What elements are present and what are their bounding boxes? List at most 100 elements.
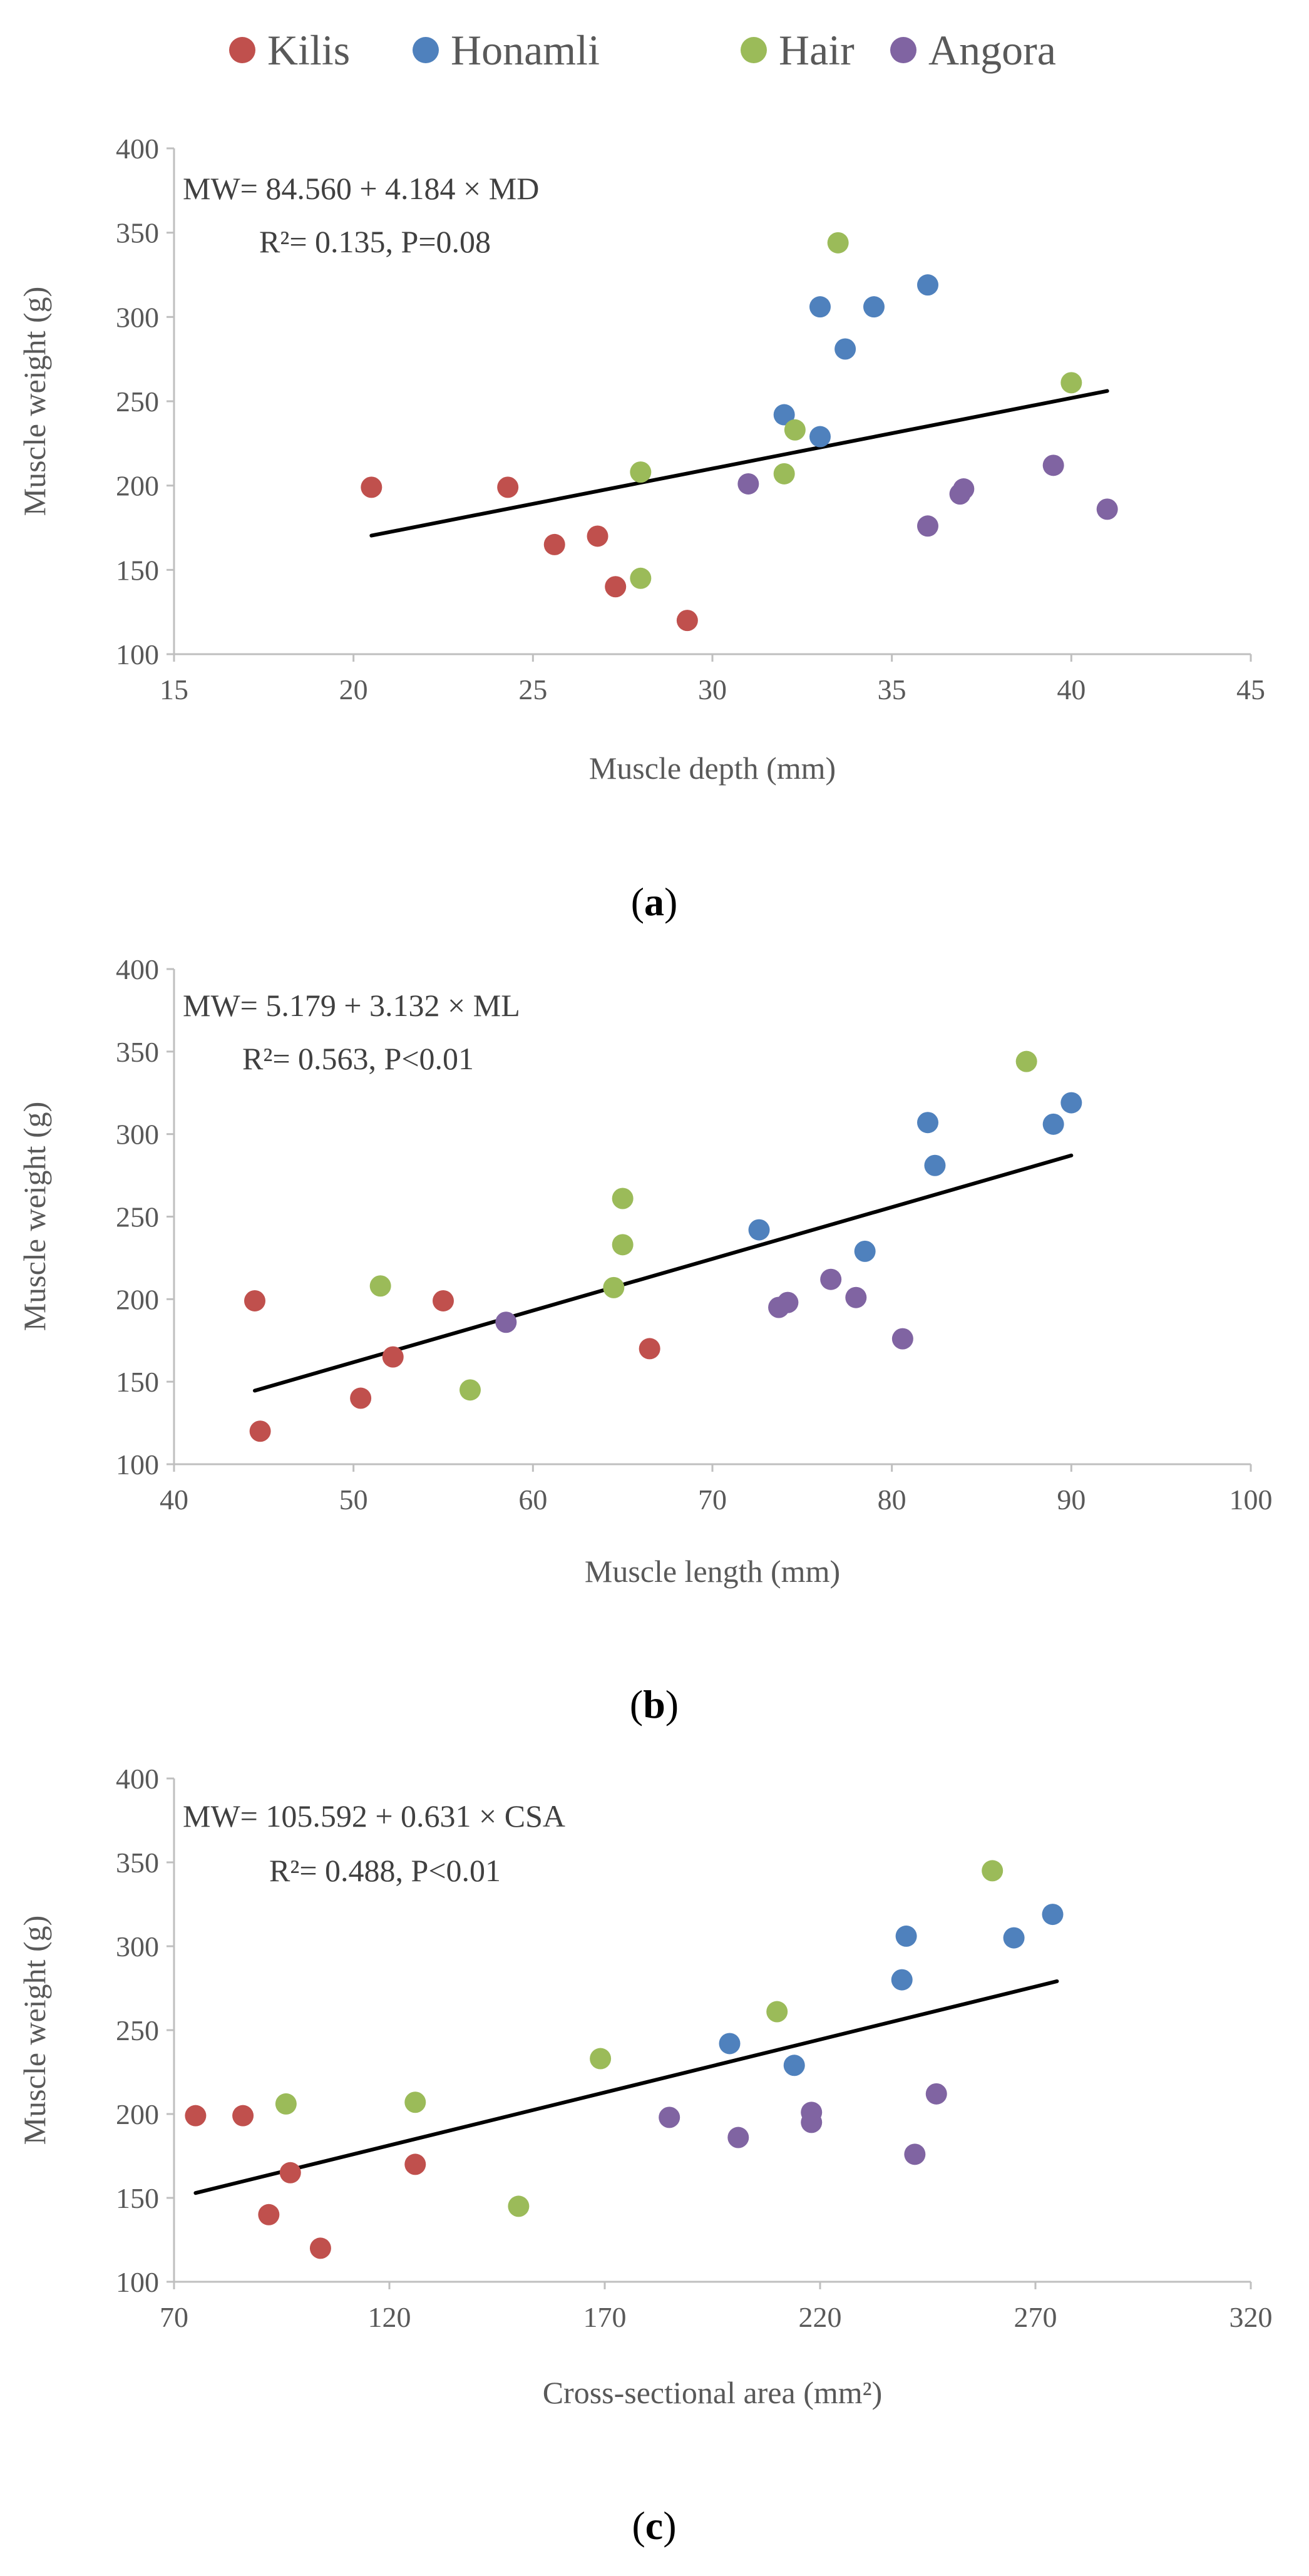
data-point-kilis <box>350 1387 372 1409</box>
legend-label-honamli: Honamli <box>451 26 600 74</box>
data-point-hair <box>369 1275 391 1297</box>
y-tick-label: 400 <box>116 1763 159 1795</box>
y-tick-label: 250 <box>116 1201 159 1233</box>
chart-panel-c: 100 150 200 250 300 350 400 70 120 170 220 270 320 Cr… <box>17 1763 1273 2548</box>
y-tick-label: 100 <box>116 1449 159 1480</box>
trendline <box>193 1979 1059 2195</box>
trendline <box>369 389 1109 538</box>
data-point-angora <box>904 2143 926 2165</box>
data-point-kilis <box>258 2204 280 2225</box>
data-point-angora <box>1042 454 1064 476</box>
data-point-honamli <box>783 2055 805 2076</box>
y-tick-label: 350 <box>116 1036 159 1068</box>
data-point-honamli <box>863 296 885 318</box>
x-tick-label: 40 <box>1057 674 1086 706</box>
x-axis-label: Cross-sectional area (mm²) <box>543 2375 883 2410</box>
data-point-angora <box>727 2127 749 2148</box>
series-hair <box>369 1050 1037 1401</box>
data-point-kilis <box>249 1420 271 1442</box>
series-honamli <box>773 274 938 448</box>
legend-label-hair: Hair <box>779 26 855 74</box>
panel-caption: (b) <box>630 1682 679 1727</box>
data-point-angora <box>917 515 938 537</box>
panel-caption: (c) <box>632 2503 676 2548</box>
legend-marker-kilis <box>229 37 255 63</box>
x-tick-label: 100 <box>1229 1484 1273 1516</box>
regression-equation: MW= 84.560 + 4.184 × MD <box>183 171 539 206</box>
data-point-kilis <box>279 2162 301 2183</box>
legend-marker-angora <box>890 37 916 63</box>
data-point-kilis <box>232 2105 254 2127</box>
data-point-kilis <box>361 476 382 498</box>
data-point-honamli <box>917 1112 938 1134</box>
data-point-honamli <box>1042 1113 1064 1135</box>
series-kilis <box>361 476 698 632</box>
data-point-kilis <box>185 2105 207 2127</box>
x-tick-label: 60 <box>518 1484 547 1516</box>
data-point-kilis <box>543 533 565 555</box>
y-tick-label: 350 <box>116 1847 159 1879</box>
data-point-angora <box>1096 498 1118 520</box>
regression-equation: MW= 105.592 + 0.631 × CSA <box>183 1799 565 1834</box>
trendline <box>253 1153 1074 1393</box>
data-point-honamli <box>1060 1092 1082 1114</box>
x-tick-label: 90 <box>1057 1484 1086 1516</box>
y-tick-label: 300 <box>116 1119 159 1151</box>
series-kilis <box>244 1290 660 1442</box>
series-angora <box>659 2083 947 2165</box>
x-tick-label: 70 <box>698 1484 727 1516</box>
legend: Kilis Honamli Hair Angora <box>229 26 1056 74</box>
x-tick-label: 120 <box>368 2301 411 2333</box>
data-point-kilis <box>639 1338 660 1360</box>
data-point-hair <box>1015 1050 1037 1072</box>
data-point-kilis <box>244 1290 265 1311</box>
data-point-honamli <box>1042 1904 1064 1926</box>
data-point-honamli <box>809 296 831 318</box>
data-point-angora <box>801 2101 823 2123</box>
series-honamli <box>748 1092 1082 1262</box>
x-tick-label: 70 <box>160 2301 188 2333</box>
x-tick-label: 50 <box>339 1484 368 1516</box>
data-point-honamli <box>834 338 856 360</box>
y-tick-label: 400 <box>116 953 159 985</box>
regression-stats: R²= 0.563, P<0.01 <box>242 1041 474 1076</box>
data-point-angora <box>659 2106 680 2128</box>
data-point-hair <box>630 461 652 483</box>
data-point-honamli <box>895 1925 917 1947</box>
data-point-hair <box>766 2001 788 2023</box>
data-point-kilis <box>676 610 698 632</box>
x-tick-label: 270 <box>1014 2301 1057 2333</box>
data-point-hair <box>773 463 795 485</box>
legend-label-angora: Angora <box>928 26 1056 74</box>
legend-marker-hair <box>741 37 767 63</box>
data-point-hair <box>630 567 652 589</box>
series-honamli <box>719 1904 1064 2076</box>
data-point-hair <box>982 1860 1004 1882</box>
data-point-honamli <box>719 2033 741 2055</box>
data-point-hair <box>612 1188 634 1209</box>
x-axis-label: Muscle depth (mm) <box>589 751 836 786</box>
x-tick-label: 220 <box>799 2301 842 2333</box>
data-point-hair <box>612 1234 634 1256</box>
y-tick-label: 200 <box>116 470 159 502</box>
x-tick-label: 40 <box>160 1484 188 1516</box>
series-angora <box>495 1268 913 1350</box>
y-tick-label: 400 <box>116 133 159 165</box>
data-point-kilis <box>497 476 519 498</box>
regression-stats: R²= 0.135, P=0.08 <box>259 224 491 259</box>
y-tick-label: 100 <box>116 2266 159 2298</box>
data-point-honamli <box>1003 1927 1025 1949</box>
series-hair <box>630 232 1082 589</box>
regression-equation: MW= 5.179 + 3.132 × ML <box>183 988 520 1023</box>
y-axis-label: Muscle weight (g) <box>17 287 52 516</box>
y-tick-label: 350 <box>116 217 159 249</box>
series-hair <box>275 1860 1004 2217</box>
x-axis-label: Muscle length (mm) <box>585 1554 840 1589</box>
x-tick-label: 35 <box>878 674 906 706</box>
legend-marker-honamli <box>413 37 439 63</box>
data-point-kilis <box>404 2153 426 2175</box>
data-point-hair <box>1060 372 1082 394</box>
data-point-hair <box>275 2093 297 2115</box>
data-point-kilis <box>605 576 627 598</box>
